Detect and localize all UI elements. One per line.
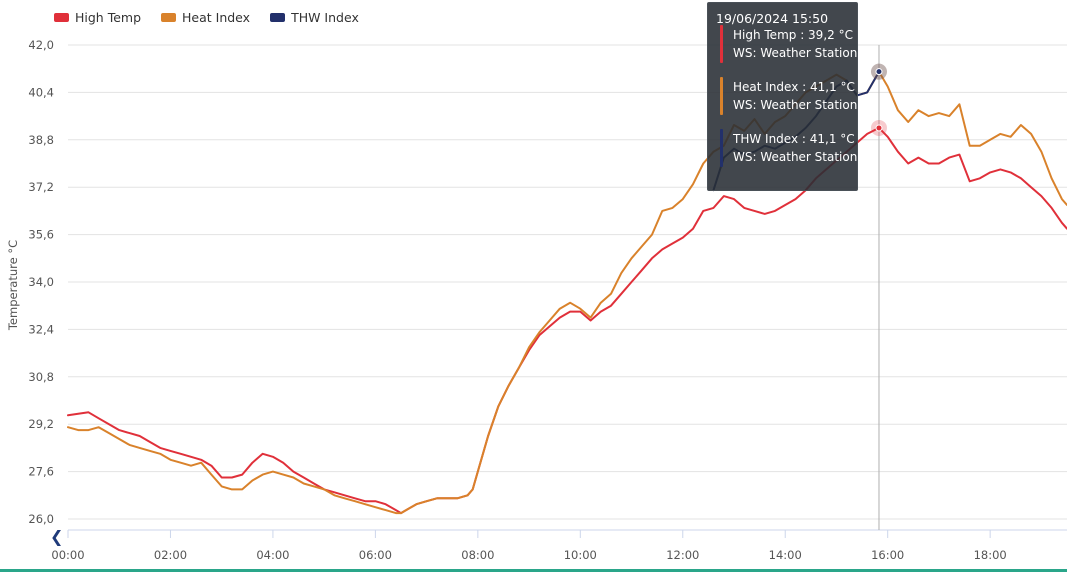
x-tick-label: 00:00 <box>51 548 84 562</box>
legend-swatch-heat-index <box>161 13 177 22</box>
legend-item-heat-index[interactable]: Heat Index <box>161 10 250 25</box>
series-line-high-temp <box>67 126 1067 515</box>
legend-item-high-temp[interactable]: High Temp <box>54 10 141 25</box>
x-tick-label: 16:00 <box>871 548 904 562</box>
chart-legend: High Temp Heat Index THW Index <box>54 10 359 25</box>
bottom-accent-bar <box>0 569 1067 572</box>
y-tick-label: 32,4 <box>28 322 54 336</box>
hover-tooltip: 19/06/2024 15:50 High Temp : 39,2 °C WS:… <box>707 2 858 191</box>
y-tick-label: 27,6 <box>28 465 54 479</box>
x-tick-label: 08:00 <box>461 548 494 562</box>
legend-swatch-high-temp <box>54 13 69 22</box>
y-tick-label: 38,8 <box>28 133 54 147</box>
x-tick-label: 04:00 <box>256 548 289 562</box>
legend-swatch-thw-index <box>270 13 286 22</box>
y-tick-label: 30,8 <box>28 370 54 384</box>
legend-label-thw-index: THW Index <box>291 10 359 25</box>
tooltip-source: WS: Weather Station <box>733 150 858 164</box>
y-tick-label: 29,2 <box>28 417 54 431</box>
tooltip-source: WS: Weather Station <box>733 46 858 60</box>
tooltip-source: WS: Weather Station <box>733 98 858 112</box>
y-tick-label: 37,2 <box>28 180 54 194</box>
x-tick-label: 14:00 <box>769 548 802 562</box>
x-tick-label: 10:00 <box>564 548 597 562</box>
x-tick-label: 06:00 <box>359 548 392 562</box>
hover-point-high-temp <box>875 124 883 132</box>
chevron-left-icon[interactable]: ❮ <box>50 527 64 546</box>
series-line-heat-index <box>67 70 1067 515</box>
legend-label-high-temp: High Temp <box>75 10 142 25</box>
x-tick-label: 18:00 <box>974 548 1007 562</box>
tooltip-color-bar <box>720 77 723 115</box>
tooltip-value: High Temp : 39,2 °C <box>733 28 853 42</box>
y-tick-label: 34,0 <box>28 275 54 289</box>
y-tick-label: 35,6 <box>28 228 54 242</box>
y-tick-label: 42,0 <box>28 38 54 52</box>
hover-point-thw-index <box>875 68 883 76</box>
legend-label-heat-index: Heat Index <box>182 10 251 25</box>
tooltip-value: THW Index : 41,1 °C <box>733 132 855 146</box>
y-tick-label: 40,4 <box>28 85 54 99</box>
tooltip-color-bar <box>720 129 723 167</box>
tooltip-color-bar <box>720 25 723 63</box>
x-tick-label: 12:00 <box>666 548 699 562</box>
y-tick-label: 26,0 <box>28 512 54 526</box>
tooltip-date: 19/06/2024 15:50 <box>716 11 829 26</box>
legend-item-thw-index[interactable]: THW Index <box>270 10 359 25</box>
tooltip-value: Heat Index : 41,1 °C <box>733 80 855 94</box>
y-axis-label: Temperature °C <box>6 240 20 331</box>
x-tick-label: 02:00 <box>154 548 187 562</box>
